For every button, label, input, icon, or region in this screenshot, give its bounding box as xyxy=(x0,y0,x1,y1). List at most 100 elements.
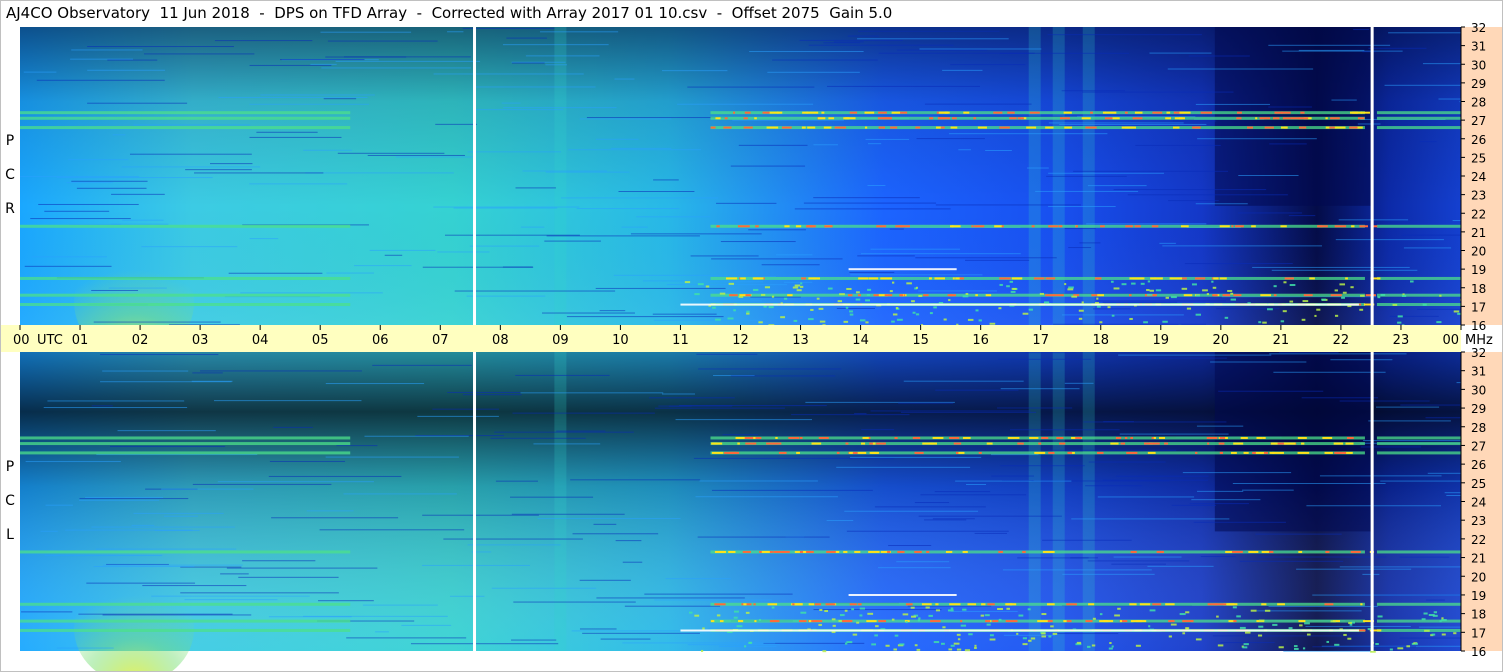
interference-hotspot xyxy=(808,620,817,623)
interference-hotspot xyxy=(1324,603,1334,606)
low-band-speckle xyxy=(764,286,771,289)
interference-band xyxy=(20,303,351,307)
interference-hotspot xyxy=(1042,550,1055,553)
interference-hotspot xyxy=(1214,603,1227,606)
time-axis-band xyxy=(0,325,1461,352)
noise-streak xyxy=(1102,301,1178,303)
interference-hotspot xyxy=(1192,126,1201,129)
carrier-line xyxy=(680,303,1359,306)
noise-streak xyxy=(614,78,635,80)
interference-band xyxy=(710,224,1365,228)
interference-hotspot xyxy=(1237,111,1242,114)
noise-streak xyxy=(447,391,521,393)
interference-hotspot xyxy=(1164,442,1169,445)
noise-streak xyxy=(1119,433,1229,435)
noise-streak xyxy=(185,169,252,171)
low-band-speckle xyxy=(956,633,961,636)
low-band-speckle xyxy=(891,618,895,621)
interference-hotspot xyxy=(755,225,759,228)
noise-streak xyxy=(87,102,188,104)
interference-hotspot xyxy=(807,126,816,129)
low-band-speckle xyxy=(733,616,738,619)
low-band-speckle xyxy=(758,618,761,621)
interference-hotspot xyxy=(1351,225,1355,228)
interference-hotspot xyxy=(1151,225,1159,228)
noise-streak xyxy=(693,457,853,459)
noise-streak xyxy=(1059,123,1207,125)
data-gap xyxy=(1370,27,1374,325)
noise-streak xyxy=(86,582,196,584)
interference-hotspot xyxy=(1166,111,1171,114)
low-band-speckle xyxy=(1092,617,1096,620)
noise-streak xyxy=(1335,239,1444,241)
interference-hotspot xyxy=(1290,117,1301,120)
noise-streak xyxy=(69,223,122,225)
low-band-speckle xyxy=(918,617,921,620)
noise-streak xyxy=(935,204,1081,206)
low-band-speckle xyxy=(933,641,940,644)
interference-hotspot xyxy=(1125,126,1137,129)
interference-hotspot xyxy=(974,225,985,228)
interference-hotspot xyxy=(824,225,833,228)
interference-hotspot xyxy=(834,126,847,129)
low-band-speckle xyxy=(1216,615,1219,618)
interference-hotspot xyxy=(985,620,991,623)
time-tick-label: 17 xyxy=(1032,333,1049,348)
noise-streak xyxy=(595,287,726,289)
low-band-speckle xyxy=(746,312,750,315)
noise-streak xyxy=(1403,247,1452,249)
low-band-speckle xyxy=(1302,300,1309,303)
noise-streak xyxy=(1017,557,1089,559)
noise-streak xyxy=(515,374,610,376)
low-band-speckle xyxy=(1406,645,1411,648)
interference-hotspot xyxy=(806,111,819,114)
noise-streak xyxy=(889,228,904,230)
time-tick-label: 00 xyxy=(13,333,30,348)
low-band-speckle xyxy=(899,643,905,646)
noise-streak xyxy=(1054,633,1119,635)
noise-streak xyxy=(1388,32,1461,34)
noise-streak xyxy=(539,31,619,33)
rcp-panel xyxy=(20,27,1464,358)
low-band-speckle xyxy=(880,628,886,631)
interference-band xyxy=(20,619,351,623)
low-band-speckle xyxy=(1236,615,1241,618)
low-band-speckle xyxy=(716,614,721,617)
interference-hotspot xyxy=(866,620,877,623)
interference-hotspot xyxy=(801,126,805,129)
low-band-speckle xyxy=(1402,293,1405,296)
noise-streak xyxy=(194,172,324,174)
low-band-speckle xyxy=(1243,643,1249,646)
low-band-speckle xyxy=(865,299,870,302)
interference-hotspot xyxy=(739,294,746,297)
noise-streak xyxy=(618,191,695,193)
noise-streak xyxy=(898,402,954,404)
interference-hotspot xyxy=(898,225,910,228)
low-band-speckle xyxy=(895,306,899,309)
interference-hotspot xyxy=(1223,603,1230,606)
low-band-speckle xyxy=(807,628,811,631)
low-band-speckle xyxy=(1075,643,1082,646)
low-band-speckle xyxy=(728,282,735,285)
interference-band xyxy=(20,276,351,280)
interference-hotspot xyxy=(1097,451,1104,454)
interference-hotspot xyxy=(1333,442,1344,445)
interference-band xyxy=(1376,276,1461,280)
low-band-speckle xyxy=(956,323,959,326)
low-band-speckle xyxy=(1140,282,1145,285)
noise-streak xyxy=(918,290,997,292)
low-band-speckle xyxy=(1009,280,1013,283)
low-band-speckle xyxy=(1147,280,1151,283)
noise-streak xyxy=(1268,106,1312,108)
noise-streak xyxy=(846,530,1009,532)
noise-streak xyxy=(966,483,987,485)
low-band-speckle xyxy=(1306,633,1311,636)
noise-streak xyxy=(453,207,558,209)
noise-streak xyxy=(318,600,374,602)
noise-streak xyxy=(749,51,864,53)
low-band-speckle xyxy=(965,292,969,295)
interference-hotspot xyxy=(912,436,921,439)
interference-hotspot xyxy=(750,436,762,439)
interference-hotspot xyxy=(1081,117,1091,120)
frequency-axis-band xyxy=(1461,27,1503,325)
